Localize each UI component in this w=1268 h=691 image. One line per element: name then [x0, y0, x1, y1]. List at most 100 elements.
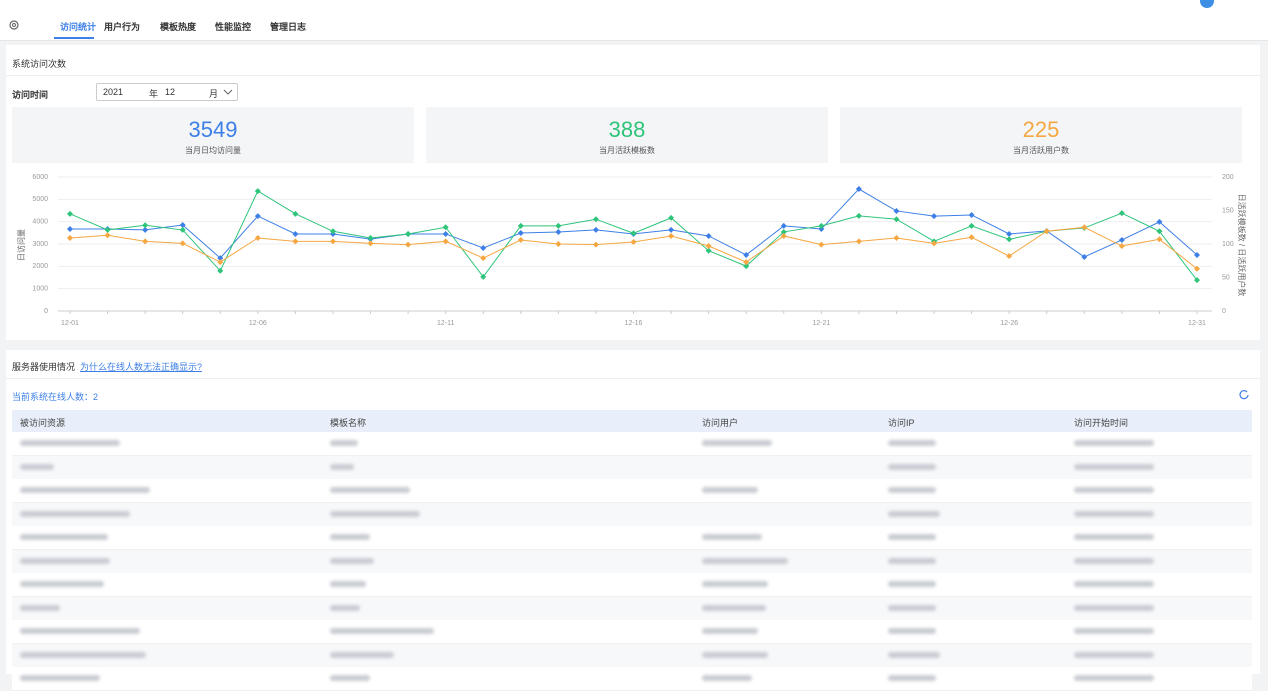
tab[interactable]: 管理日志: [270, 22, 307, 32]
data-point: [292, 230, 299, 237]
line-chart: 0 1000 2000 3000 4000 5000 6000 0 50 100 150 200 12-…: [16, 174, 1247, 327]
data-point: [780, 232, 787, 239]
data-point: [217, 267, 224, 274]
table-row: [12, 455, 1252, 480]
data-point: [592, 226, 599, 233]
blurred-cell: [330, 463, 354, 470]
y2-tick-label: 200: [1222, 174, 1234, 181]
blurred-cell: [888, 628, 936, 634]
data-point: [517, 236, 524, 243]
stat-value: 388: [608, 117, 646, 142]
data-point: [1081, 253, 1088, 260]
x-tick-label: 12-26: [1000, 320, 1018, 327]
date-picker[interactable]: 2021 年 12 月: [96, 83, 238, 101]
data-point: [818, 241, 825, 248]
y-tick-label: 0: [44, 308, 48, 315]
settings-icon[interactable]: [8, 19, 20, 31]
data-point: [592, 216, 599, 223]
data-point: [1006, 253, 1013, 260]
data-point: [668, 214, 675, 221]
data-point: [968, 234, 975, 241]
table-row: [12, 432, 1252, 456]
data-point: [630, 238, 637, 245]
blurred-cell: [1074, 534, 1154, 540]
divider: [6, 75, 1260, 76]
data-point: [1006, 230, 1013, 237]
data-point: [855, 186, 862, 193]
blurred-cell: [330, 510, 420, 517]
x-tick-label: 12-31: [1188, 320, 1206, 327]
blurred-cell: [20, 604, 60, 611]
stat-value: 3549: [188, 117, 238, 142]
section-title: 服务器使用情况: [12, 362, 76, 372]
table-row: [12, 667, 1252, 691]
blurred-cell: [330, 628, 434, 634]
data-point: [254, 188, 261, 195]
blurred-cell: [1074, 440, 1154, 446]
y2-tick-label: 100: [1222, 241, 1234, 248]
stat-card: 388 当月活跃模板数: [426, 107, 828, 163]
data-point: [442, 224, 449, 231]
table-row: [12, 596, 1252, 621]
data-point: [668, 232, 675, 239]
data-point: [1194, 265, 1200, 272]
visits-card: 系统访问次数 访问时间 2021 年 12 月: [6, 45, 1260, 340]
data-point: [818, 226, 825, 233]
stat-label: 当月日均访问量: [185, 146, 241, 155]
tab[interactable]: 性能监控: [215, 22, 252, 32]
blurred-cell: [702, 440, 772, 446]
stat-card: 3549 当月日均访问量: [12, 107, 414, 163]
tab[interactable]: 访问统计: [60, 22, 97, 32]
blurred-cell: [330, 440, 358, 446]
blurred-cell: [20, 534, 108, 540]
blurred-cell: [330, 534, 370, 540]
data-point: [855, 212, 862, 219]
table-row: [12, 549, 1252, 574]
help-link[interactable]: 为什么在线人数无法正确显示?: [80, 362, 203, 372]
blurred-cell: [888, 487, 936, 493]
data-point: [104, 232, 111, 239]
y-tick-label: 5000: [32, 196, 48, 203]
data-point: [780, 228, 787, 235]
data-point: [743, 259, 750, 266]
nav-bar: [0, 0, 1268, 41]
time-label: 访问时间: [12, 90, 49, 100]
data-point: [517, 230, 524, 237]
year: 2021: [103, 87, 124, 97]
data-point: [480, 255, 487, 262]
table-row: [12, 479, 1252, 503]
blurred-cell: [1074, 651, 1154, 658]
divider: [6, 378, 1260, 379]
x-tick-label: 12-06: [249, 320, 267, 327]
blurred-cell: [1074, 581, 1154, 587]
data-point: [329, 228, 336, 235]
avatar[interactable]: [1200, 0, 1214, 8]
blurred-cell: [888, 463, 936, 470]
y-tick-label: 4000: [32, 219, 48, 226]
month-unit: 月: [209, 89, 219, 99]
section-title: 系统访问次数: [12, 59, 67, 69]
tab[interactable]: 用户行为: [104, 22, 141, 32]
y-tick-label: 2000: [32, 263, 48, 270]
x-tick-label: 12-16: [625, 320, 643, 327]
column-header: 访问开始时间: [1074, 418, 1129, 428]
tab[interactable]: 模板热度: [160, 22, 197, 32]
data-point: [555, 228, 562, 235]
data-point: [67, 234, 73, 241]
blurred-cell: [888, 557, 936, 564]
blurred-cell: [330, 557, 374, 564]
x-tick-label: 12-01: [61, 320, 79, 327]
blurred-cell: [20, 675, 100, 681]
blurred-cell: [20, 463, 54, 470]
data-point: [405, 241, 412, 248]
table-row: [12, 526, 1252, 550]
blurred-cell: [330, 651, 394, 658]
y-tick-label: 1000: [32, 286, 48, 293]
blurred-cell: [20, 440, 120, 446]
x-tick-label: 12-21: [812, 320, 830, 327]
refresh-icon[interactable]: [1238, 388, 1250, 400]
blurred-cell: [702, 581, 768, 587]
data-point: [179, 222, 186, 229]
data-point: [179, 226, 186, 233]
data-point: [1006, 236, 1013, 243]
